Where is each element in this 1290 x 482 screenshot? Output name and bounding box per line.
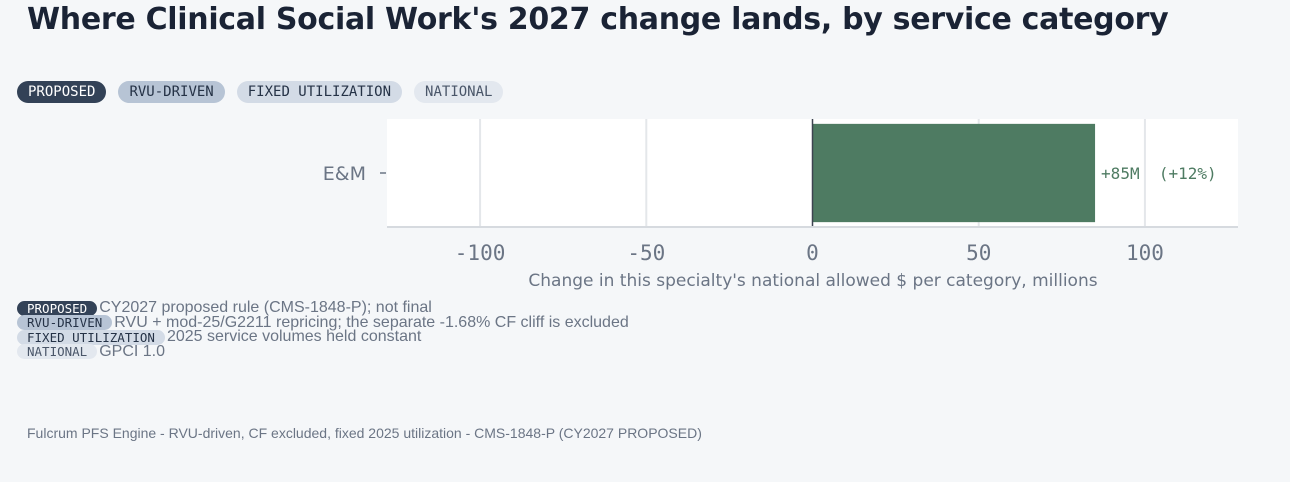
badge-row: PROPOSED RVU-DRIVEN FIXED UTILIZATION NA… (17, 81, 504, 103)
legend-item-national: NATIONAL GPCI 1.0 (17, 342, 629, 360)
legend-badge: FIXED UTILIZATION (17, 329, 165, 345)
legend-item-proposed: PROPOSED CY2027 proposed rule (CMS-1848-… (17, 299, 629, 317)
x-axis: -100 -50 0 50 100 (387, 226, 1238, 265)
legend-text: 2025 service volumes held constant (166, 328, 422, 346)
y-axis: E&M (323, 163, 386, 185)
bar-value-label: +85M (+12%) (1101, 164, 1217, 183)
badge-fixed-utilization: FIXED UTILIZATION (236, 81, 403, 103)
x-tick-label: -100 (455, 241, 506, 265)
legend-text: CY2027 proposed rule (CMS-1848-P); not f… (99, 299, 432, 317)
badge-proposed: PROPOSED (17, 81, 107, 103)
legend-item-fixed-utilization: FIXED UTILIZATION 2025 service volumes h… (17, 328, 629, 346)
bar-chart: +85M (+12%) -100 -50 0 50 100 E&M Change in … (323, 119, 1238, 291)
legend-badge: RVU-DRIVEN (17, 315, 113, 331)
legend: PROPOSED CY2027 proposed rule (CMS-1848-… (17, 299, 629, 360)
chart-title: Where Clinical Social Work's 2027 change… (27, 2, 1169, 37)
legend-text: GPCI 1.0 (99, 342, 166, 360)
bars: +85M (+12%) (811, 119, 1217, 227)
legend-badge: PROPOSED (17, 300, 98, 316)
source-footer: Fulcrum PFS Engine - RVU-driven, CF excl… (27, 425, 702, 441)
x-axis-label: Change in this specialty's national allo… (528, 271, 1097, 291)
legend-text: RVU + mod-25/G2211 repricing; the separa… (114, 313, 629, 331)
x-tick-label: -50 (627, 241, 665, 265)
x-tick-label: 0 (806, 241, 819, 265)
legend-badge: NATIONAL (17, 344, 98, 360)
x-tick-label: 50 (966, 241, 991, 265)
y-tick-label: E&M (323, 163, 366, 185)
badge-rvu-driven: RVU-DRIVEN (118, 81, 225, 103)
bar-e-m (812, 123, 1096, 223)
x-tick-label: 100 (1126, 241, 1164, 265)
badge-national: NATIONAL (414, 81, 504, 103)
legend-item-rvu-driven: RVU-DRIVEN RVU + mod-25/G2211 repricing;… (17, 313, 629, 331)
